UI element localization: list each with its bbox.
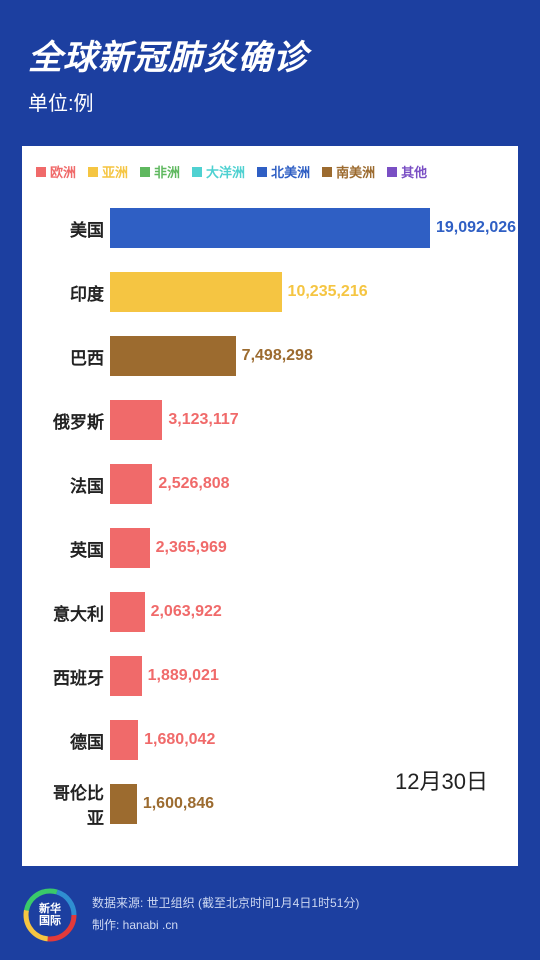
legend-label: 亚洲 (102, 162, 128, 181)
legend-swatch (322, 167, 332, 177)
bar-row: 俄罗斯 3,123,117 (40, 391, 504, 449)
bar-value: 2,526,808 (158, 475, 229, 493)
legend-item: 大洋洲 (192, 162, 245, 181)
bar-fill (110, 400, 162, 440)
legend-item: 欧洲 (36, 162, 76, 181)
bar-fill (110, 464, 152, 504)
bar-fill (110, 272, 282, 312)
country-label: 巴西 (40, 344, 110, 369)
bar-value: 1,680,042 (144, 731, 215, 749)
logo-ring: 新华国际 (22, 887, 78, 943)
bar-fill (110, 336, 236, 376)
bar-value: 19,092,026 (436, 219, 516, 237)
legend-item: 其他 (387, 162, 427, 181)
legend-label: 大洋洲 (206, 162, 245, 181)
header: 全球新冠肺炎确诊 单位:例 (0, 0, 540, 128)
date-label: 12月30日 (395, 764, 488, 796)
bar-fill (110, 720, 138, 760)
bar-track: 7,498,298 (110, 336, 504, 376)
bar-value: 2,365,969 (156, 539, 227, 557)
bar-fill (110, 784, 137, 824)
country-label: 美国 (40, 216, 110, 241)
legend-swatch (257, 167, 267, 177)
bar-fill (110, 592, 145, 632)
country-label: 俄罗斯 (40, 408, 110, 433)
country-label: 意大利 (40, 600, 110, 625)
country-label: 德国 (40, 728, 110, 753)
bar-list: 美国19,092,026 印度 10,235,216 巴西 7,498,298 俄罗斯 3,… (36, 199, 504, 833)
bar-value: 10,235,216 (288, 283, 368, 301)
legend-swatch (387, 167, 397, 177)
bar-value: 7,498,298 (242, 347, 313, 365)
legend-item: 非洲 (140, 162, 180, 181)
legend-swatch (192, 167, 202, 177)
bar-track: 2,365,969 (110, 528, 504, 568)
legend-label: 南美洲 (336, 162, 375, 181)
legend-label: 北美洲 (271, 162, 310, 181)
bar-track: 2,063,922 (110, 592, 504, 632)
bar-fill (110, 528, 150, 568)
legend-swatch (88, 167, 98, 177)
bar-track: 1,889,021 (110, 656, 504, 696)
bar-value: 2,063,922 (151, 603, 222, 621)
footer: 新华国际 数据来源: 世卫组织 (截至北京时间1月4日1时51分) 制作: ha… (0, 870, 540, 960)
country-label: 印度 (40, 280, 110, 305)
country-label: 哥伦比亚 (40, 779, 110, 829)
bar-track: 3,123,117 (110, 400, 504, 440)
legend-label: 非洲 (154, 162, 180, 181)
footer-lines: 数据来源: 世卫组织 (截至北京时间1月4日1时51分) 制作: hanabi … (92, 893, 359, 936)
chart-card: 欧洲亚洲非洲大洋洲北美洲南美洲其他 美国19,092,026印度10,235,2… (22, 146, 518, 866)
legend-label: 欧洲 (50, 162, 76, 181)
bar-track: 2,526,808 (110, 464, 504, 504)
legend-label: 其他 (401, 162, 427, 181)
legend-item: 南美洲 (322, 162, 375, 181)
bar-row: 德国 1,680,042 (40, 711, 504, 769)
bar-row: 意大利 2,063,922 (40, 583, 504, 641)
bar-row: 法国 2,526,808 (40, 455, 504, 513)
bar-fill (110, 656, 142, 696)
bar-value: 3,123,117 (168, 411, 238, 429)
unit-label: 单位:例 (28, 87, 512, 116)
legend-item: 亚洲 (88, 162, 128, 181)
bar-row: 西班牙 1,889,021 (40, 647, 504, 705)
source-line: 数据来源: 世卫组织 (截至北京时间1月4日1时51分) (92, 893, 359, 915)
bar-row: 印度 10,235,216 (40, 263, 504, 321)
country-label: 西班牙 (40, 664, 110, 689)
legend-swatch (36, 167, 46, 177)
legend-item: 北美洲 (257, 162, 310, 181)
bar-track: 1,680,042 (110, 720, 504, 760)
legend-swatch (140, 167, 150, 177)
bar-track: 10,235,216 (110, 272, 504, 312)
bar-track: 19,092,026 (110, 208, 504, 248)
bar-row: 巴西 7,498,298 (40, 327, 504, 385)
country-label: 英国 (40, 536, 110, 561)
bar-value: 1,889,021 (148, 667, 219, 685)
country-label: 法国 (40, 472, 110, 497)
bar-row: 美国19,092,026 (40, 199, 504, 257)
page-title: 全球新冠肺炎确诊 (28, 30, 512, 79)
bar-value: 1,600,846 (143, 795, 214, 813)
bar-fill (110, 208, 430, 248)
credit-line: 制作: hanabi .cn (92, 915, 359, 937)
logo-text: 新华国际 (39, 903, 61, 927)
legend: 欧洲 亚洲 非洲 大洋洲 北美洲 南美洲 其他 (36, 162, 504, 181)
bar-row: 英国 2,365,969 (40, 519, 504, 577)
